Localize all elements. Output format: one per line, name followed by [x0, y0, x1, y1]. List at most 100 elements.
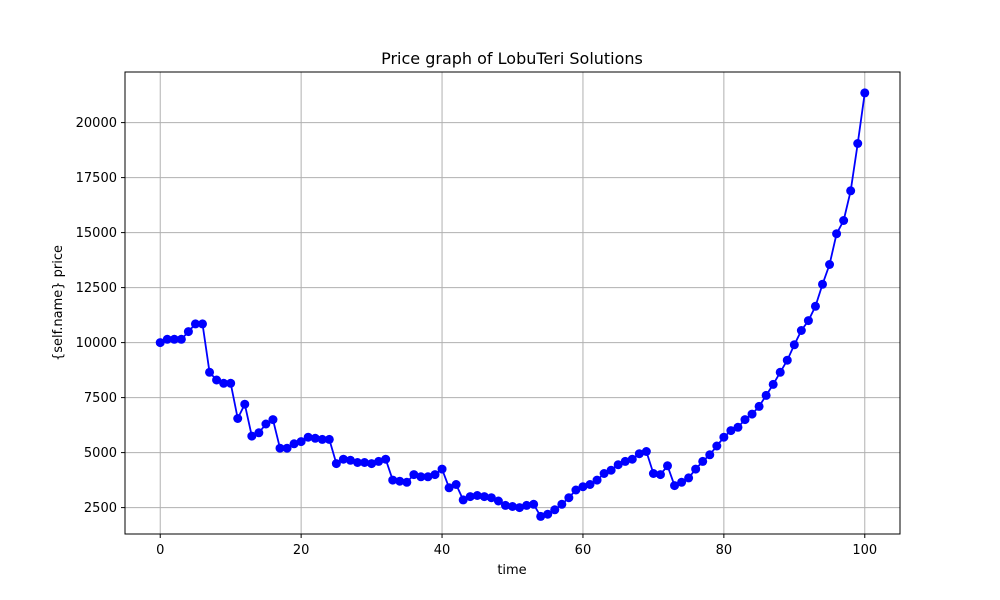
x-tick-label: 20	[293, 543, 310, 558]
data-point	[754, 401, 764, 411]
y-tick-label: 20000	[76, 116, 117, 131]
data-point	[155, 338, 165, 348]
data-point	[296, 437, 306, 447]
data-point	[360, 458, 370, 467]
data-point	[564, 493, 574, 503]
y-axis-ticks: 2500 5000 7500 10000 12500 15000 17500 20000	[76, 116, 125, 516]
data-point	[832, 229, 842, 239]
y-axis-label: {self.name} price	[51, 245, 66, 361]
data-point	[472, 491, 482, 500]
x-tick-label: 0	[156, 543, 164, 558]
data-point	[345, 455, 355, 465]
data-point	[381, 454, 391, 464]
data-point	[416, 472, 426, 482]
data-point	[162, 334, 172, 344]
data-point	[768, 379, 778, 389]
data-point	[846, 186, 856, 196]
data-point	[789, 340, 799, 350]
data-point	[183, 327, 193, 337]
data-point	[219, 378, 229, 388]
data-point	[853, 139, 863, 148]
data-point	[613, 460, 623, 470]
data-point	[578, 482, 588, 492]
data-point	[261, 419, 271, 429]
data-point	[500, 500, 510, 510]
data-point	[240, 399, 250, 409]
data-point	[606, 465, 616, 475]
data-point	[331, 459, 341, 469]
y-tick-label: 7500	[84, 391, 117, 406]
data-point	[712, 441, 722, 451]
data-point	[233, 414, 243, 423]
data-point	[275, 443, 285, 453]
data-point	[254, 428, 264, 438]
data-point	[705, 450, 715, 460]
data-point	[592, 475, 602, 485]
x-tick-label: 80	[716, 543, 733, 558]
data-point	[374, 456, 384, 466]
data-point	[409, 470, 419, 480]
x-axis-ticks: 0 20 40 60 80 100	[156, 534, 877, 558]
data-point	[465, 492, 475, 502]
data-point	[627, 454, 637, 464]
data-point	[402, 477, 412, 487]
data-point	[648, 469, 658, 478]
data-point	[515, 503, 525, 513]
data-point	[818, 279, 827, 289]
data-point	[641, 447, 651, 456]
data-point	[317, 434, 327, 444]
data-point	[190, 319, 200, 329]
data-point	[176, 334, 186, 344]
data-point	[571, 485, 581, 495]
data-point	[796, 326, 806, 335]
data-point	[169, 334, 179, 344]
data-point	[620, 456, 630, 466]
grid-lines	[125, 72, 900, 534]
data-point	[747, 409, 757, 419]
data-point	[395, 476, 405, 486]
data-point	[268, 415, 278, 425]
data-point	[733, 422, 743, 432]
data-point	[437, 464, 447, 474]
data-point	[726, 426, 736, 436]
data-point	[529, 499, 539, 509]
y-tick-label: 12500	[76, 281, 117, 296]
data-point	[634, 449, 644, 459]
data-point	[691, 464, 701, 474]
data-point	[205, 367, 215, 377]
data-point	[324, 434, 334, 444]
data-point	[522, 500, 532, 510]
data-point	[810, 301, 820, 311]
data-point	[486, 493, 496, 503]
data-point	[684, 473, 694, 483]
data-point	[677, 477, 687, 487]
data-point	[719, 432, 729, 442]
data-point	[289, 439, 299, 449]
x-tick-label: 60	[575, 543, 592, 558]
data-point	[212, 375, 222, 385]
data-point	[226, 378, 236, 388]
data-point	[740, 415, 750, 425]
y-tick-label: 10000	[76, 336, 117, 351]
data-point	[451, 480, 461, 489]
data-point	[663, 461, 672, 471]
data-point	[388, 475, 398, 485]
data-point	[282, 443, 292, 453]
x-axis-label: time	[497, 563, 526, 578]
data-point	[655, 470, 665, 480]
data-point	[825, 260, 835, 269]
data-point	[543, 509, 553, 519]
data-point	[493, 496, 503, 506]
data-point	[839, 216, 849, 225]
data-point	[670, 481, 680, 491]
data-point	[761, 390, 771, 400]
data-point	[536, 511, 546, 521]
y-tick-label: 5000	[84, 446, 117, 461]
data-point	[458, 495, 468, 505]
data-point	[557, 499, 567, 509]
data-point	[310, 433, 320, 443]
data-point	[803, 316, 813, 326]
data-point	[353, 458, 362, 467]
data-point	[550, 505, 560, 515]
y-tick-label: 17500	[76, 171, 117, 186]
